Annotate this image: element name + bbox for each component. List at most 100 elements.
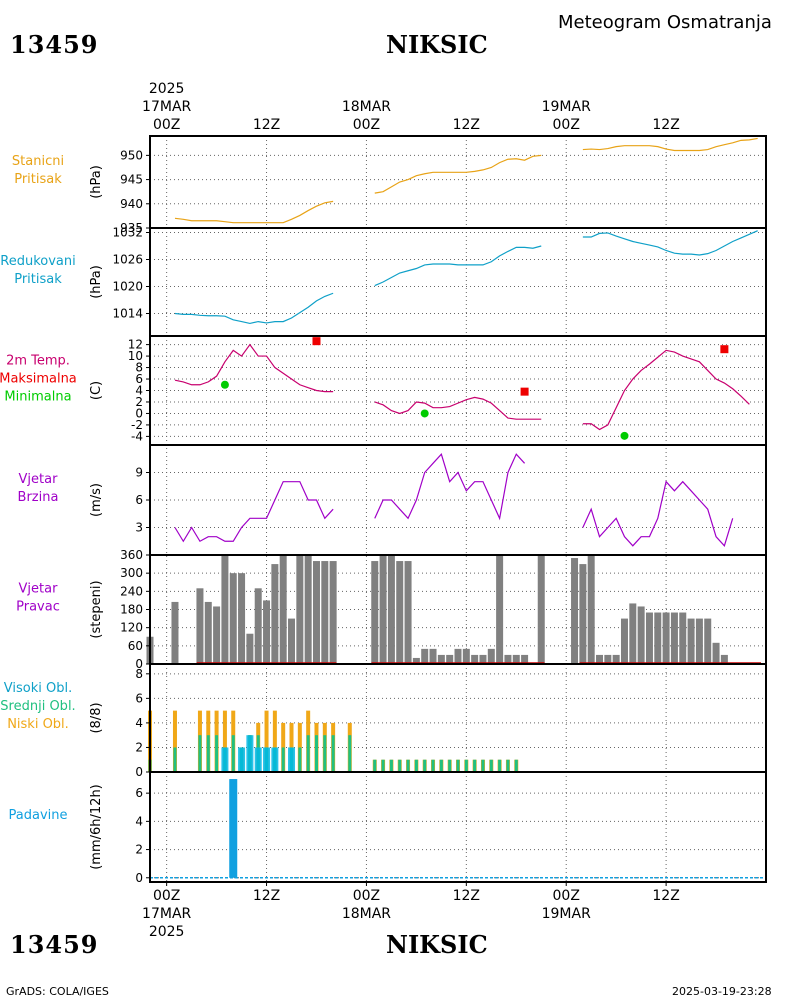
y-tick-label: 60 <box>128 639 143 653</box>
wind-direction-bar <box>612 654 620 664</box>
reduced-pressure-line <box>374 245 542 287</box>
wind-direction-bar <box>471 654 479 664</box>
panel-ylabel: (stepeni) <box>89 580 104 638</box>
panel-ylabel: (m/s) <box>89 483 104 517</box>
y-tick-label: 945 <box>120 173 143 187</box>
panel-label: Srednji Obl. <box>0 699 75 714</box>
reduced-pressure-line <box>174 292 334 325</box>
panel-label: Brzina <box>18 490 59 505</box>
panel-ylabel: (hPa) <box>89 265 104 299</box>
wind-direction-bar <box>263 600 271 664</box>
wind-direction-bar <box>412 657 420 664</box>
y-tick-label: 1026 <box>112 253 143 267</box>
high-cloud-bar <box>271 747 279 772</box>
mid-cloud-bar <box>498 759 502 772</box>
wind-direction-bar <box>404 561 412 664</box>
wind-direction-bar <box>246 633 254 664</box>
mid-cloud-bar <box>206 735 210 772</box>
max-temp-marker <box>312 337 321 346</box>
mid-cloud-bar <box>448 759 452 772</box>
mid-cloud-bar <box>173 747 177 772</box>
wind-direction-bar <box>679 612 687 664</box>
time-tick-label-top: 00Z <box>153 117 180 133</box>
wind-direction-bar <box>213 606 221 664</box>
time-tick-label-top: 12Z <box>652 117 679 133</box>
high-cloud-bar <box>221 747 229 772</box>
y-tick-label: 6 <box>135 493 143 507</box>
station-name-bottom: NIKSIC <box>386 930 488 959</box>
mid-cloud-bar <box>231 735 235 772</box>
station-name-top: NIKSIC <box>386 30 488 59</box>
panel-ylabel: (C) <box>89 381 104 400</box>
mid-cloud-bar <box>398 759 402 772</box>
y-tick-label: 2 <box>135 395 143 409</box>
mid-cloud-bar <box>323 735 327 772</box>
year-label-top: 2025 <box>149 81 185 97</box>
y-tick-label: -4 <box>131 429 143 443</box>
mid-cloud-bar <box>281 747 285 772</box>
y-tick-label: 10 <box>128 349 143 363</box>
wind-direction-bar <box>479 654 487 664</box>
wind-direction-bar <box>620 618 628 664</box>
day-label-bottom: 18MAR <box>342 906 391 922</box>
panel-frame <box>149 227 767 337</box>
high-cloud-bar <box>288 747 296 772</box>
reduced-pressure-line <box>582 230 758 256</box>
render-timestamp: 2025-03-19-23:28 <box>672 985 772 998</box>
y-tick-label: 120 <box>120 621 143 635</box>
day-label-top: 19MAR <box>542 99 591 115</box>
panel-ylabel: (8/8) <box>89 702 104 733</box>
wind-direction-bar <box>446 654 454 664</box>
panel-label: Pravac <box>16 600 60 615</box>
mid-cloud-bar <box>423 759 427 772</box>
y-tick-label: 4 <box>135 814 143 828</box>
time-tick-label-top: 00Z <box>553 117 580 133</box>
y-tick-label: 6 <box>135 786 143 800</box>
panel-label: Redukovani <box>0 254 75 269</box>
wind-direction-bar <box>296 555 304 664</box>
meteogram-title: Meteogram Osmatranja <box>558 12 772 33</box>
time-tick-label-top: 00Z <box>353 117 380 133</box>
wind-direction-bar <box>312 561 320 664</box>
wind-direction-bar <box>454 648 462 664</box>
y-tick-label: 3 <box>135 521 143 535</box>
wind-direction-bar <box>196 588 204 664</box>
wind-direction-bar <box>504 654 512 664</box>
wind-direction-bar <box>421 648 429 664</box>
wind-direction-bar <box>571 558 579 664</box>
y-tick-label: 6 <box>135 691 143 705</box>
wind-direction-bar <box>271 564 279 664</box>
high-cloud-bar <box>246 735 254 772</box>
y-tick-label: 9 <box>135 466 143 480</box>
mid-cloud-bar <box>481 759 485 772</box>
y-tick-label: 6 <box>135 372 143 386</box>
wind-direction-bar <box>720 654 728 664</box>
wind-direction-bar <box>329 561 337 664</box>
wind-direction-bar <box>695 618 703 664</box>
wind-direction-bar <box>429 648 437 664</box>
wind-direction-bar <box>288 618 296 664</box>
wind-direction-bar <box>238 573 246 664</box>
mid-cloud-bar <box>389 759 393 772</box>
wind-direction-bar <box>512 654 520 664</box>
panel-label: Niski Obl. <box>7 717 69 732</box>
low-cloud-bar <box>272 710 277 772</box>
y-tick-label: 950 <box>120 148 143 162</box>
station-id-bottom: 13459 <box>10 930 99 959</box>
mid-cloud-bar <box>456 759 460 772</box>
wind-direction-bar <box>379 555 387 664</box>
min-temp-marker <box>220 380 229 389</box>
panel-label: Vjetar <box>19 472 59 487</box>
y-tick-label: -2 <box>131 418 143 432</box>
mid-cloud-bar <box>198 735 202 772</box>
wind-direction-bar <box>587 555 595 664</box>
min-temp-marker <box>620 431 629 440</box>
y-tick-label: 935 <box>120 221 143 235</box>
mid-cloud-bar <box>431 759 435 772</box>
wind-direction-bar <box>537 555 545 664</box>
mid-cloud-bar <box>489 759 493 772</box>
y-tick-label: 4 <box>135 384 143 398</box>
wind-direction-bar <box>437 654 445 664</box>
y-tick-label: 1014 <box>112 307 143 321</box>
